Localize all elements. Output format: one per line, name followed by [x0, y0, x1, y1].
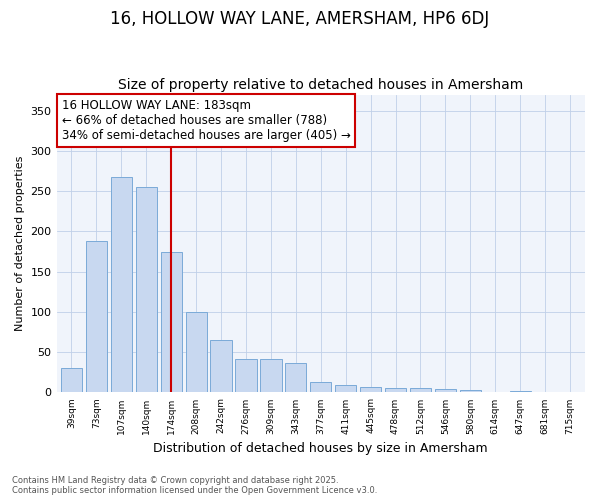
Bar: [385, 388, 406, 392]
Bar: [235, 358, 257, 392]
Y-axis label: Number of detached properties: Number of detached properties: [15, 156, 25, 331]
Bar: [509, 391, 531, 392]
Bar: [185, 312, 207, 392]
Bar: [460, 390, 481, 392]
Bar: [61, 368, 82, 392]
Text: Contains HM Land Registry data © Crown copyright and database right 2025.
Contai: Contains HM Land Registry data © Crown c…: [12, 476, 377, 495]
X-axis label: Distribution of detached houses by size in Amersham: Distribution of detached houses by size …: [154, 442, 488, 455]
Bar: [360, 387, 381, 392]
Bar: [136, 187, 157, 392]
Bar: [285, 362, 307, 392]
Text: 16, HOLLOW WAY LANE, AMERSHAM, HP6 6DJ: 16, HOLLOW WAY LANE, AMERSHAM, HP6 6DJ: [110, 10, 490, 28]
Bar: [86, 241, 107, 392]
Bar: [211, 340, 232, 392]
Bar: [310, 382, 331, 392]
Bar: [435, 389, 456, 392]
Text: 16 HOLLOW WAY LANE: 183sqm
← 66% of detached houses are smaller (788)
34% of sem: 16 HOLLOW WAY LANE: 183sqm ← 66% of deta…: [62, 99, 351, 142]
Title: Size of property relative to detached houses in Amersham: Size of property relative to detached ho…: [118, 78, 523, 92]
Bar: [410, 388, 431, 392]
Bar: [111, 176, 132, 392]
Bar: [335, 385, 356, 392]
Bar: [260, 358, 281, 392]
Bar: [161, 252, 182, 392]
